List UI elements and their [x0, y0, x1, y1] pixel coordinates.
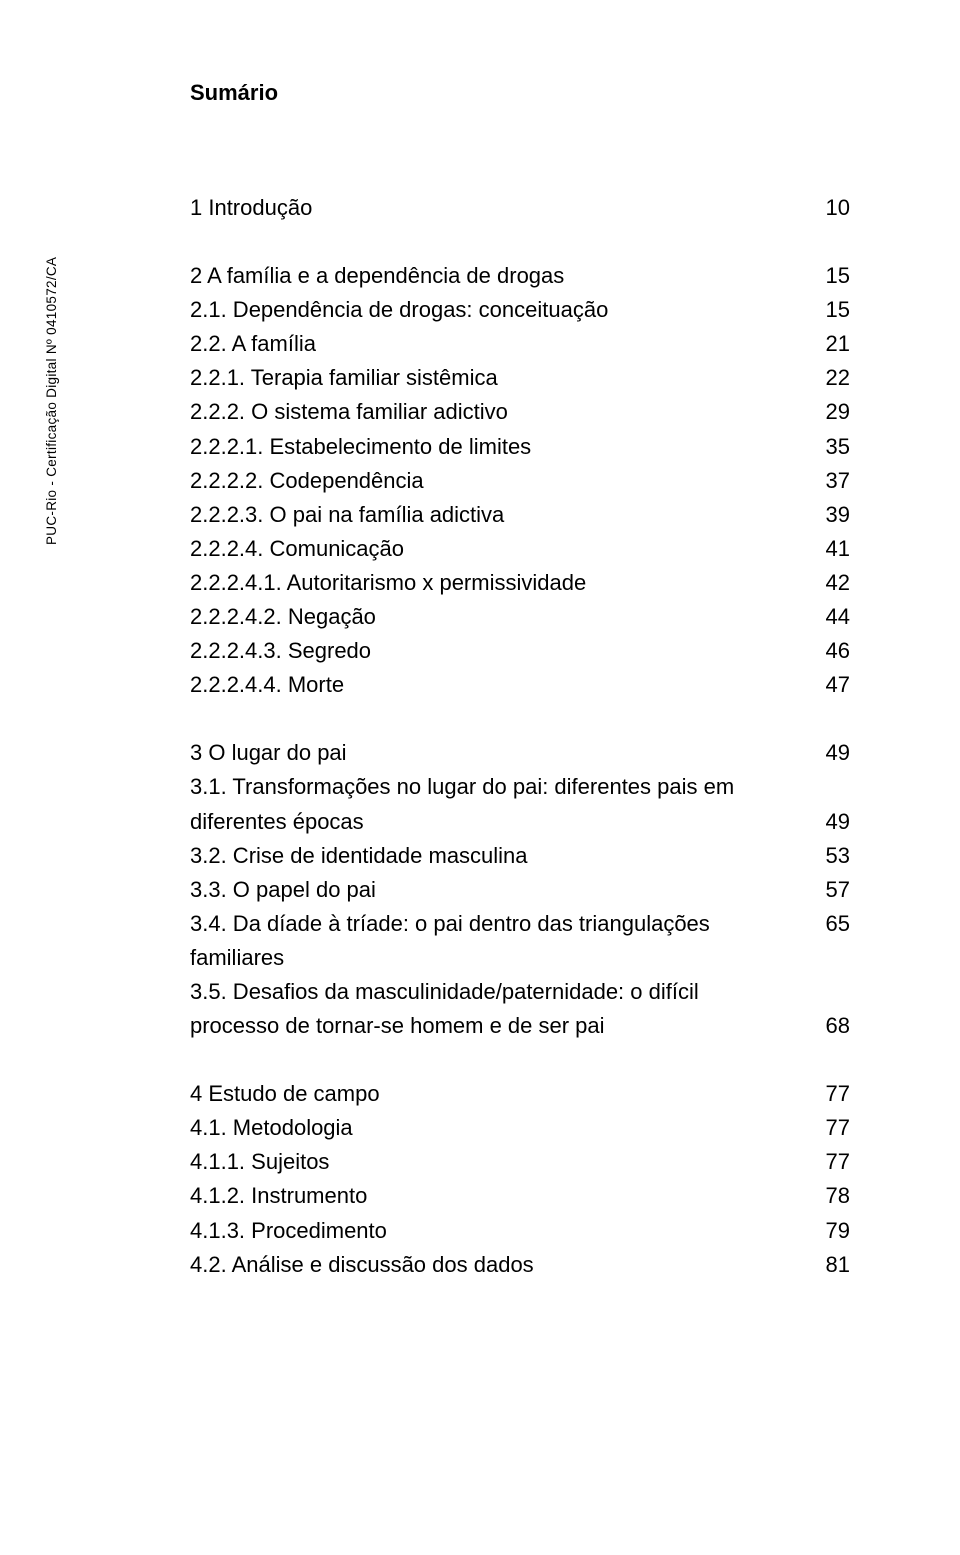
toc-entry-page: 21: [810, 327, 850, 361]
toc-entry-label: 4.1. Metodologia: [190, 1111, 810, 1145]
toc-entry: 2.2.2.4.3. Segredo46: [190, 634, 850, 668]
section-gap: [190, 702, 850, 736]
document-page: PUC-Rio - Certificação Digital Nº 041057…: [0, 0, 960, 1342]
toc-entry: 2.2.2.4. Comunicação41: [190, 532, 850, 566]
toc-entry: 3.1. Transformações no lugar do pai: dif…: [190, 770, 850, 804]
toc-entry: 4.1.1. Sujeitos77: [190, 1145, 850, 1179]
toc-entry-label: processo de tornar-se homem e de ser pai: [190, 1009, 810, 1043]
toc-entry-label: 2.2.2.4. Comunicação: [190, 532, 810, 566]
section-gap: [190, 225, 850, 259]
toc-entry: 1 Introdução10: [190, 191, 850, 225]
toc-entry-page: 49: [810, 736, 850, 770]
toc-entry-label: 2.2.2.2. Codependência: [190, 464, 810, 498]
toc-entry-page: 35: [810, 430, 850, 464]
toc-entry-label: 4.2. Análise e discussão dos dados: [190, 1248, 810, 1282]
toc-entry-label: 2.2.2.1. Estabelecimento de limites: [190, 430, 810, 464]
toc-entry-label: 2.2.2.4.3. Segredo: [190, 634, 810, 668]
toc-entry-page: 77: [810, 1077, 850, 1111]
toc-entry-page: 68: [810, 1009, 850, 1043]
toc-entry-label: 2.2. A família: [190, 327, 810, 361]
table-of-contents: 1 Introdução102 A família e a dependênci…: [190, 191, 850, 1282]
toc-entry-label: 4.1.3. Procedimento: [190, 1214, 810, 1248]
toc-entry-page: 81: [810, 1248, 850, 1282]
toc-entry: 2.2.2.4.2. Negação44: [190, 600, 850, 634]
toc-entry: 2 A família e a dependência de drogas15: [190, 259, 850, 293]
toc-entry-label: 3 O lugar do pai: [190, 736, 810, 770]
toc-entry-page: 79: [810, 1214, 850, 1248]
toc-entry: 2.2.2.1. Estabelecimento de limites35: [190, 430, 850, 464]
toc-entry: 3.5. Desafios da masculinidade/paternida…: [190, 975, 850, 1009]
toc-entry: 4.2. Análise e discussão dos dados81: [190, 1248, 850, 1282]
toc-entry-label: 2 A família e a dependência de drogas: [190, 259, 810, 293]
toc-entry: 3.4. Da díade à tríade: o pai dentro das…: [190, 907, 850, 975]
toc-entry-label: 2.2.2.4.4. Morte: [190, 668, 810, 702]
toc-entry-page: 29: [810, 395, 850, 429]
toc-entry-page: 78: [810, 1179, 850, 1213]
toc-entry-page: 39: [810, 498, 850, 532]
toc-entry-label: 4.1.1. Sujeitos: [190, 1145, 810, 1179]
toc-entry-page: 47: [810, 668, 850, 702]
toc-entry-label: 3.3. O papel do pai: [190, 873, 810, 907]
toc-entry-page: 22: [810, 361, 850, 395]
toc-entry: 3.2. Crise de identidade masculina53: [190, 839, 850, 873]
toc-entry: 3.3. O papel do pai57: [190, 873, 850, 907]
toc-entry: diferentes épocas49: [190, 805, 850, 839]
toc-entry-label: 2.2.2.4.1. Autoritarismo x permissividad…: [190, 566, 810, 600]
toc-entry-page: 53: [810, 839, 850, 873]
toc-entry-page: 77: [810, 1145, 850, 1179]
toc-entry-label: 2.2.2. O sistema familiar adictivo: [190, 395, 810, 429]
toc-entry-page: 41: [810, 532, 850, 566]
toc-entry-page: 15: [810, 259, 850, 293]
toc-entry-page: 57: [810, 873, 850, 907]
toc-entry: processo de tornar-se homem e de ser pai…: [190, 1009, 850, 1043]
toc-entry: 2.2. A família21: [190, 327, 850, 361]
toc-entry-page: 44: [810, 600, 850, 634]
toc-entry-page: 77: [810, 1111, 850, 1145]
toc-entry-label: diferentes épocas: [190, 805, 810, 839]
toc-entry-label: 2.2.2.4.2. Negação: [190, 600, 810, 634]
section-gap: [190, 1043, 850, 1077]
page-title: Sumário: [190, 80, 850, 106]
toc-entry-label: 1 Introdução: [190, 191, 810, 225]
toc-entry-page: 42: [810, 566, 850, 600]
toc-entry: 2.2.2. O sistema familiar adictivo29: [190, 395, 850, 429]
toc-entry: 2.2.2.2. Codependência37: [190, 464, 850, 498]
toc-entry-label: 2.2.1. Terapia familiar sistêmica: [190, 361, 810, 395]
toc-entry-page: 65: [810, 907, 850, 941]
toc-entry-label: 2.2.2.3. O pai na família adictiva: [190, 498, 810, 532]
toc-entry: 2.2.2.4.1. Autoritarismo x permissividad…: [190, 566, 850, 600]
toc-entry: 4.1.3. Procedimento79: [190, 1214, 850, 1248]
toc-entry-page: 10: [810, 191, 850, 225]
toc-entry-page: 37: [810, 464, 850, 498]
toc-entry: 4 Estudo de campo77: [190, 1077, 850, 1111]
toc-entry-label: 3.4. Da díade à tríade: o pai dentro das…: [190, 907, 810, 975]
toc-entry-page: 15: [810, 293, 850, 327]
toc-entry: 2.2.1. Terapia familiar sistêmica22: [190, 361, 850, 395]
toc-entry-label: 4.1.2. Instrumento: [190, 1179, 810, 1213]
toc-entry: 4.1.2. Instrumento78: [190, 1179, 850, 1213]
toc-entry: 3 O lugar do pai49: [190, 736, 850, 770]
toc-entry-label: 3.1. Transformações no lugar do pai: dif…: [190, 770, 850, 804]
toc-entry-label: 3.2. Crise de identidade masculina: [190, 839, 810, 873]
toc-entry: 4.1. Metodologia77: [190, 1111, 850, 1145]
toc-entry-label: 3.5. Desafios da masculinidade/paternida…: [190, 975, 850, 1009]
toc-entry-page: 46: [810, 634, 850, 668]
toc-entry: 2.2.2.4.4. Morte47: [190, 668, 850, 702]
toc-entry-label: 4 Estudo de campo: [190, 1077, 810, 1111]
toc-entry: 2.2.2.3. O pai na família adictiva39: [190, 498, 850, 532]
toc-entry-page: 49: [810, 805, 850, 839]
toc-entry: 2.1. Dependência de drogas: conceituação…: [190, 293, 850, 327]
toc-entry-label: 2.1. Dependência de drogas: conceituação: [190, 293, 810, 327]
certification-sidecap: PUC-Rio - Certificação Digital Nº 041057…: [44, 257, 59, 545]
